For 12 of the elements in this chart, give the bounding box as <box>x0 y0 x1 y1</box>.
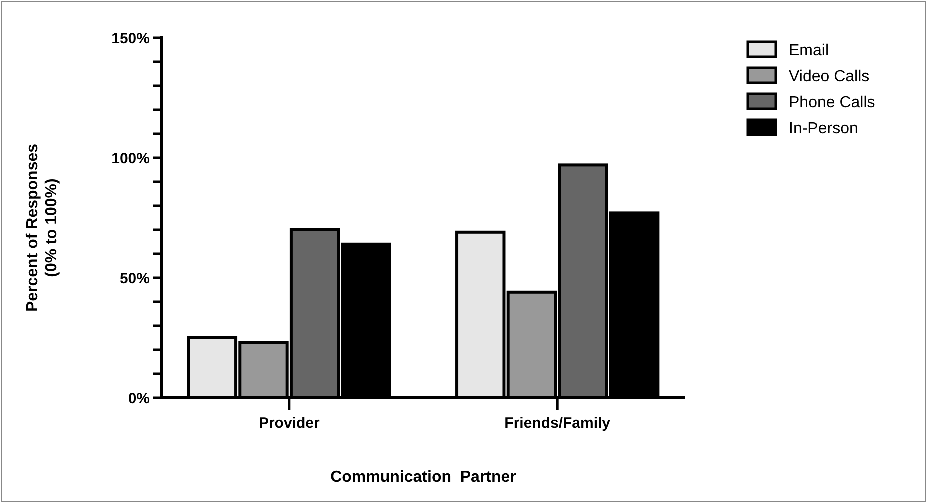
legend-label: Email <box>789 42 830 60</box>
y-tick-label: 0% <box>128 390 150 408</box>
y-axis-title: Percent of Responses (0% to 100%) <box>24 144 61 312</box>
x-tick-label: Friends/Family <box>504 415 612 432</box>
y-tick-label: 50% <box>120 270 150 288</box>
x-tick-label: Provider <box>258 415 320 432</box>
y-tick-label: 100% <box>112 150 150 168</box>
x-axis-title: Communication Partner <box>330 469 516 486</box>
legend-label: In-Person <box>789 120 858 138</box>
y-tick-label: 150% <box>112 30 150 48</box>
legend-label: Phone Calls <box>789 94 876 112</box>
legend-label: Video Calls <box>789 68 870 86</box>
